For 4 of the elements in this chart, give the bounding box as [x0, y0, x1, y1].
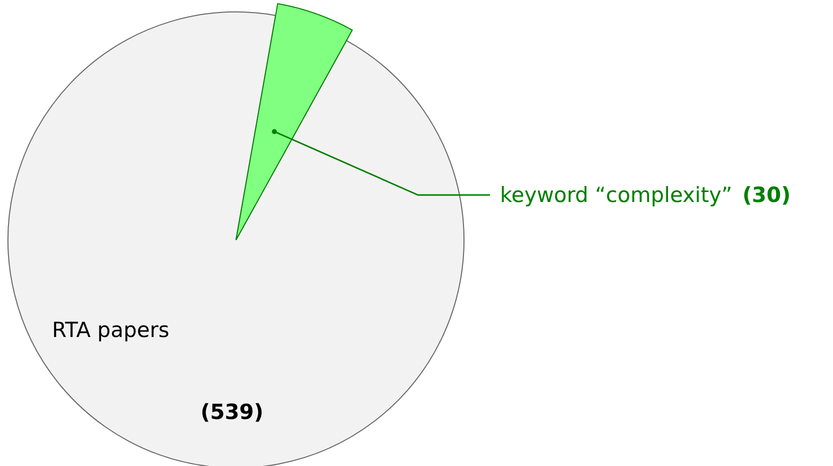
- slice-label: RTA papers: [52, 318, 170, 342]
- slice-label: keyword “complexity”: [500, 183, 732, 207]
- data-label: (30): [742, 183, 791, 207]
- data-label: (539): [200, 400, 264, 424]
